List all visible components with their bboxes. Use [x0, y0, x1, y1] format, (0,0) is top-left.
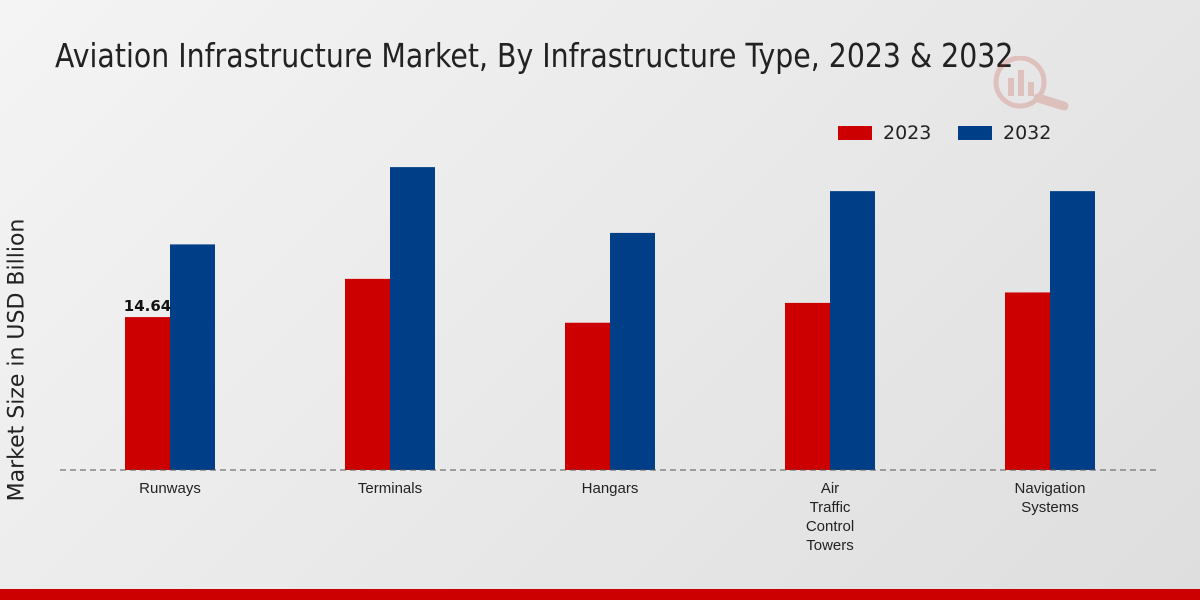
x-tick-label-runways: Runways — [139, 480, 201, 497]
bar-2032-air-traffic-control-towers[interactable] — [830, 191, 875, 470]
legend-label-2023: 2023 — [883, 122, 932, 144]
legend-label-2032: 2032 — [1003, 122, 1052, 144]
legend-item-2032[interactable]: 2032 — [958, 122, 1051, 144]
watermark-logo-icon — [993, 56, 1069, 111]
bar-2023-runways[interactable] — [125, 317, 170, 470]
x-tick-label-navigation-systems: Navigation Systems — [1015, 480, 1086, 516]
x-tick-label-air-traffic-control-towers: Air Traffic Control Towers — [806, 480, 854, 554]
x-tick-label-hangars: Hangars — [582, 480, 639, 497]
bar-2023-hangars[interactable] — [565, 322, 610, 470]
bar-2023-air-traffic-control-towers[interactable] — [785, 302, 830, 470]
bar-2032-terminals[interactable] — [390, 167, 435, 470]
data-label: 14.64 — [124, 297, 171, 315]
bar-2023-navigation-systems[interactable] — [1005, 292, 1050, 470]
bar-2023-terminals[interactable] — [345, 278, 390, 470]
legend-swatch-2032 — [958, 126, 992, 140]
chart-title: Aviation Infrastructure Market, By Infra… — [55, 36, 1014, 75]
bar-2032-navigation-systems[interactable] — [1050, 191, 1095, 470]
footer-bar — [0, 589, 1200, 600]
legend-item-2023[interactable]: 2023 — [838, 122, 931, 144]
legend-swatch-2023 — [838, 126, 872, 140]
x-tick-label-terminals: Terminals — [358, 480, 422, 497]
bar-2032-hangars[interactable] — [610, 232, 655, 470]
bar-2032-runways[interactable] — [170, 244, 215, 470]
